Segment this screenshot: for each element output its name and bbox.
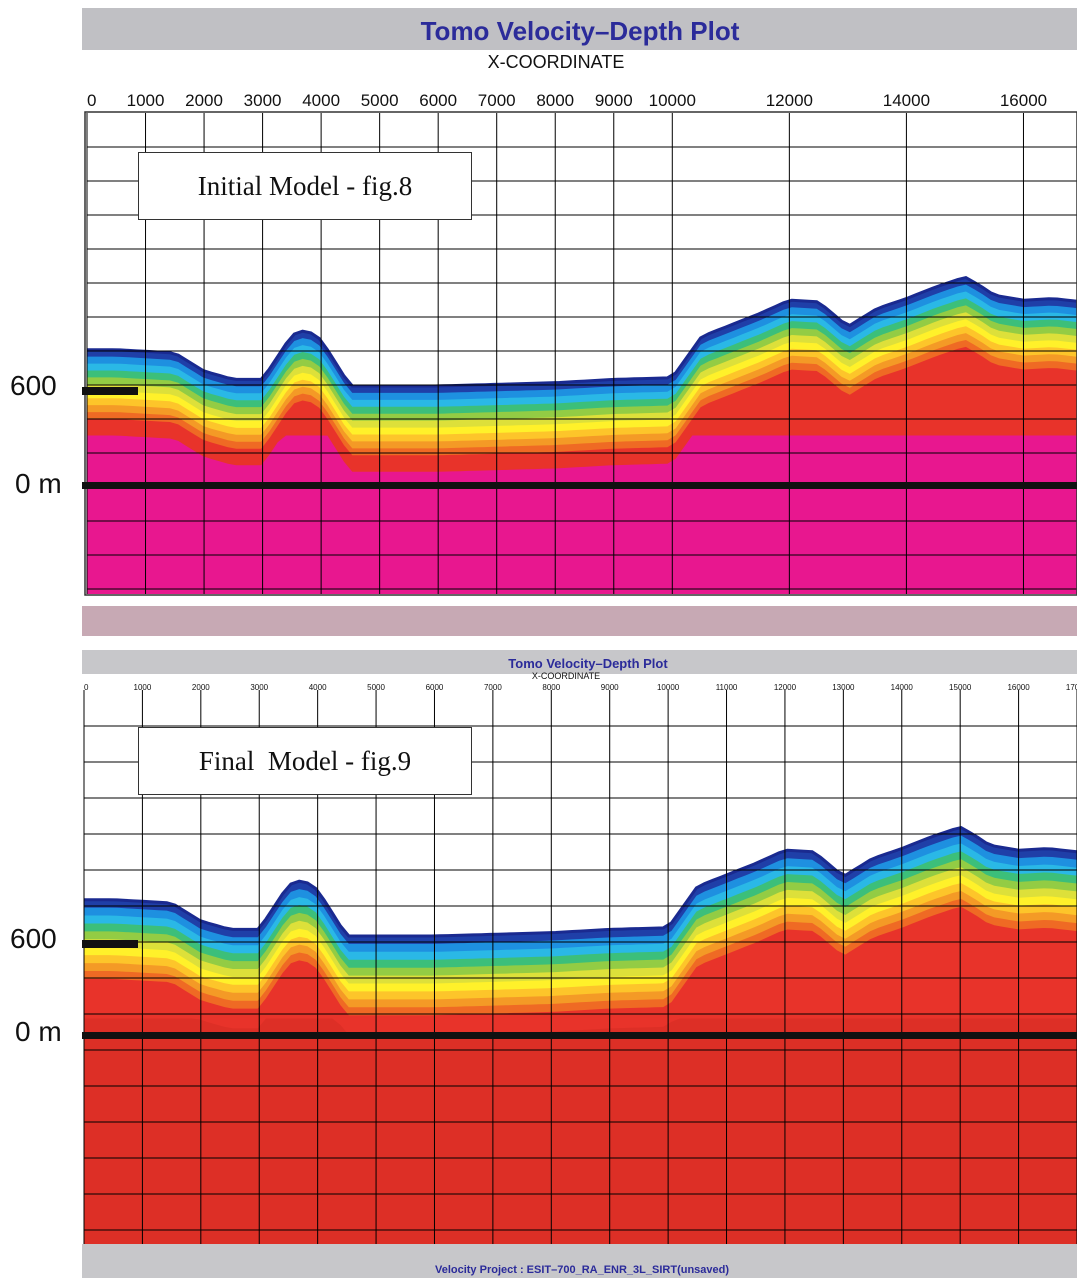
x-tick-label: 4000 (302, 91, 340, 110)
plot-title: Tomo Velocity–Depth Plot (421, 16, 740, 46)
topography-outline (87, 276, 1077, 388)
sea-level-line-top (82, 482, 1077, 489)
depth-tick-600-bottom (82, 940, 138, 948)
deep-velocity-zone (84, 1018, 1077, 1244)
depth-label-0-top: 0 m (15, 468, 62, 499)
x-axis-label: X-COORDINATE (488, 52, 625, 72)
x-tick-label: 1000 (134, 683, 152, 692)
x-tick-label: 2000 (185, 91, 223, 110)
topography-outline (84, 826, 1077, 938)
x-tick-label: 4000 (309, 683, 327, 692)
sea-level-line-bottom (82, 1032, 1077, 1039)
x-tick-label: 16000 (1000, 91, 1047, 110)
x-tick-labels: 0 1000 2000 3000 4000 5000 6000 7000 8000 9000 100… (87, 91, 1047, 110)
final-model-plot: Tomo Velocity–Depth Plot X-COORDINATE 0 1… (82, 606, 1077, 1278)
x-tick-label: 10000 (657, 683, 680, 692)
depth-label-0-bottom: 0 m (15, 1016, 62, 1047)
footer-bar (82, 1244, 1077, 1278)
depth-tick-600-top (82, 387, 138, 395)
x-tick-label: 7000 (484, 683, 502, 692)
model-label: Final Model - fig.9 (198, 745, 412, 776)
x-tick-label: 13000 (832, 683, 855, 692)
x-tick-label: 14000 (883, 91, 930, 110)
x-tick-label: 12000 (774, 683, 797, 692)
final-model-panel: Tomo Velocity–Depth Plot X-COORDINATE 0 1… (82, 606, 1077, 1278)
x-axis-label: X-COORDINATE (532, 671, 600, 681)
x-tick-label: 7000 (478, 91, 516, 110)
x-tick-label: 3000 (244, 91, 282, 110)
x-tick-label: 10000 (649, 91, 696, 110)
x-tick-label: 17000 (1066, 683, 1077, 692)
x-tick-label: 9000 (595, 91, 633, 110)
x-tick-label: 5000 (367, 683, 385, 692)
x-tick-label: 6000 (426, 683, 444, 692)
x-tick-label: 3000 (250, 683, 268, 692)
plot-border (84, 111, 1077, 596)
x-tick-label: 12000 (766, 91, 813, 110)
depth-label-600-bottom: 600 (10, 923, 57, 954)
plot-title: Tomo Velocity–Depth Plot (508, 656, 668, 671)
model-label: Initial Model - fig.8 (197, 170, 413, 201)
initial-model-panel: Tomo Velocity–Depth Plot X-COORDINATE 0 1… (82, 0, 1077, 596)
x-tick-label: 0 (87, 91, 96, 110)
model-label-box: Initial Model - fig.8 (138, 152, 472, 220)
initial-model-plot: Tomo Velocity–Depth Plot X-COORDINATE 0 1… (82, 8, 1077, 596)
model-label-box: Final Model - fig.9 (138, 727, 472, 795)
x-tick-label: 8000 (536, 91, 574, 110)
x-tick-label: 15000 (949, 683, 972, 692)
x-tick-label: 1000 (127, 91, 165, 110)
header-bar (82, 650, 1077, 674)
x-tick-label: 8000 (542, 683, 560, 692)
x-tick-labels: 0 1000 2000 3000 4000 5000 6000 7000 8000 9000 100… (84, 683, 1077, 692)
x-tick-label: 9000 (601, 683, 619, 692)
x-tick-label: 0 (84, 683, 89, 692)
deep-velocity-zone (87, 435, 1077, 594)
x-tick-label: 16000 (1007, 683, 1030, 692)
x-tick-label: 2000 (192, 683, 210, 692)
velocity-layers (84, 690, 1077, 1244)
depth-label-600-top: 600 (10, 370, 57, 401)
velocity-layers (87, 113, 1077, 594)
footer-text: Velocity Project : ESIT–700_RA_ENR_3L_SI… (435, 1264, 729, 1276)
x-tick-label: 14000 (891, 683, 914, 692)
header-bar (82, 8, 1077, 50)
x-tick-label: 6000 (419, 91, 457, 110)
velocity-band-11 (84, 906, 1077, 1244)
x-tick-label: 11000 (716, 683, 738, 692)
x-tick-label: 5000 (361, 91, 399, 110)
window-top-bar (82, 606, 1077, 636)
